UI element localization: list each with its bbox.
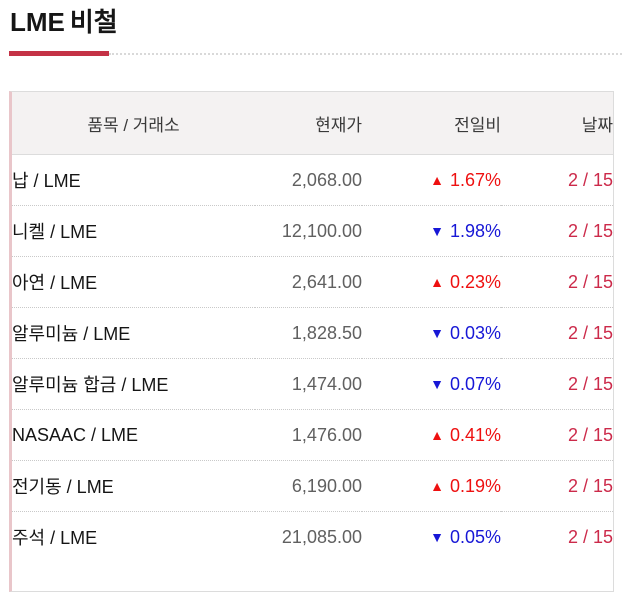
item-cell[interactable]: 알루미늄 합금 / LME: [12, 358, 255, 410]
page-title-sub: 비철: [69, 7, 118, 37]
table-row: 알루미늄 합금 / LME 1,474.00 ▼ 0.07% 2 / 15: [12, 358, 613, 410]
change-cell: ▼ 0.07%: [362, 358, 501, 410]
change-arrow-icon: ▲: [430, 477, 444, 494]
change-arrow-icon: ▼: [430, 528, 444, 545]
table-row: 아연 / LME 2,641.00 ▲ 0.23% 2 / 15: [12, 256, 613, 308]
change-arrow-icon: ▲: [430, 273, 444, 290]
dotted-divider: [109, 53, 622, 55]
change-cell: ▲ 1.67%: [362, 155, 501, 206]
change-percent: 0.05%: [449, 526, 501, 547]
date-cell: 2 / 15: [501, 307, 613, 359]
table-row: 전기동 / LME 6,190.00 ▲ 0.19% 2 / 15: [12, 460, 613, 512]
table-row: NASAAC / LME 1,476.00 ▲ 0.41% 2 / 15: [12, 409, 613, 461]
change-percent: 0.23%: [449, 271, 501, 292]
title-underline: [9, 51, 622, 56]
date-cell: 2 / 15: [501, 256, 613, 308]
change-cell: ▲ 0.19%: [362, 460, 501, 512]
price-cell: 2,641.00: [255, 256, 362, 308]
change-cell: ▼ 0.05%: [362, 511, 501, 562]
item-cell[interactable]: 니켈 / LME: [12, 205, 255, 257]
item-cell[interactable]: 전기동 / LME: [12, 460, 255, 512]
change-percent: 1.98%: [449, 220, 501, 241]
price-cell: 12,100.00: [255, 205, 362, 257]
price-cell: 1,828.50: [255, 307, 362, 359]
change-arrow-icon: ▼: [430, 375, 444, 392]
table-row: 알루미늄 / LME 1,828.50 ▼ 0.03% 2 / 15: [12, 307, 613, 359]
date-cell: 2 / 15: [567, 169, 613, 190]
date-cell: 2 / 15: [501, 409, 613, 461]
item-cell[interactable]: 납 / LME: [12, 171, 81, 191]
lme-quote-panel: 품목 / 거래소 현재가 전일비 날짜 납 / LME 2,068.00 ▲ 1.…: [9, 91, 614, 592]
price-cell: 1,476.00: [255, 409, 362, 461]
change-percent: 0.19%: [449, 475, 501, 496]
column-header-price: 현재가: [255, 92, 362, 155]
change-percent: 0.41%: [449, 424, 501, 445]
item-cell[interactable]: 주석 / LME: [12, 511, 255, 562]
page-title-main: LME: [10, 7, 65, 37]
column-header-item: 품목 / 거래소: [12, 92, 255, 155]
change-arrow-icon: ▲: [430, 171, 444, 188]
table-header-row: 품목 / 거래소 현재가 전일비 날짜: [12, 92, 613, 155]
column-header-date: 날짜: [501, 92, 613, 155]
price-cell: 21,085.00: [255, 511, 362, 562]
table-row: 주석 / LME 21,085.00 ▼ 0.05% 2 / 15: [12, 511, 613, 562]
price-cell: 6,190.00: [255, 460, 362, 512]
change-arrow-icon: ▼: [430, 222, 444, 239]
lme-metals-table: 품목 / 거래소 현재가 전일비 날짜 납 / LME 2,068.00 ▲ 1.…: [12, 92, 613, 562]
change-cell: ▲ 0.41%: [362, 409, 501, 461]
date-cell: 2 / 15: [501, 358, 613, 410]
table-row: 니켈 / LME 12,100.00 ▼ 1.98% 2 / 15: [12, 205, 613, 257]
date-cell: 2 / 15: [501, 511, 613, 562]
change-cell: ▼ 0.03%: [362, 307, 501, 359]
change-arrow-icon: ▲: [430, 426, 444, 443]
date-cell: 2 / 15: [501, 205, 613, 257]
table-row: 납 / LME 2,068.00 ▲ 1.67% 2 / 15: [12, 155, 613, 206]
column-header-change: 전일비: [362, 92, 501, 155]
price-cell: 2,068.00: [291, 169, 362, 190]
price-cell: 1,474.00: [255, 358, 362, 410]
item-cell[interactable]: NASAAC / LME: [12, 409, 255, 461]
change-percent: 0.03%: [449, 322, 501, 343]
accent-bar: [9, 51, 109, 56]
item-cell[interactable]: 알루미늄 / LME: [12, 307, 255, 359]
item-cell[interactable]: 아연 / LME: [12, 256, 255, 308]
change-arrow-icon: ▼: [430, 324, 444, 341]
change-cell: ▼ 1.98%: [362, 205, 501, 257]
date-cell: 2 / 15: [501, 460, 613, 512]
change-percent: 1.67%: [449, 169, 501, 190]
page-title: LME 비철: [10, 7, 622, 38]
change-percent: 0.07%: [449, 373, 501, 394]
change-cell: ▲ 0.23%: [362, 256, 501, 308]
